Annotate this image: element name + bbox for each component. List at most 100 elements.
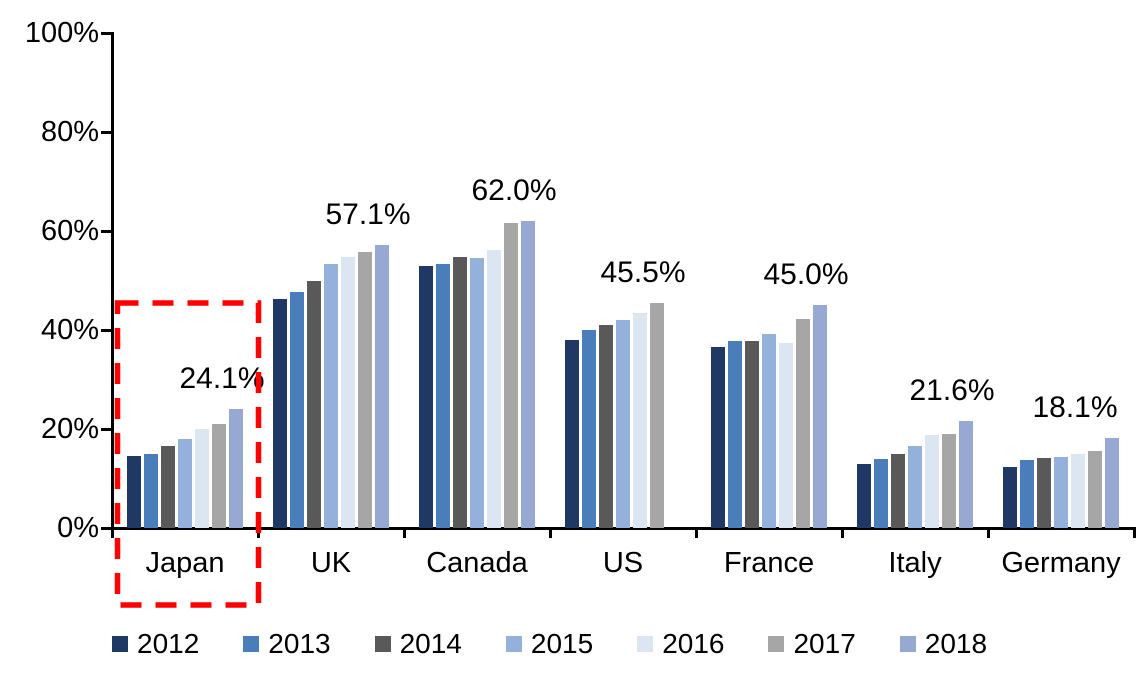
bar-italy-2016 [925, 434, 939, 528]
y-axis-tick-label: 60% [40, 215, 99, 247]
bar-us-2014 [599, 325, 613, 528]
bar-italy-2013 [874, 458, 888, 528]
bar-italy-2017 [942, 433, 956, 528]
legend-swatch-2018 [899, 636, 916, 652]
bar-canada-2012 [419, 265, 433, 528]
bar-uk-2016 [341, 257, 355, 528]
y-axis-tick-label: 20% [40, 413, 99, 445]
bar-uk-2015 [324, 264, 338, 528]
x-axis-tick [840, 528, 844, 538]
bar-italy-2014 [891, 453, 905, 528]
bar-canada-2014 [453, 256, 467, 528]
legend-item-2018: 2018 [899, 628, 988, 659]
legend-swatch-2016 [637, 636, 654, 652]
category-label-uk: UK [310, 547, 352, 579]
data-label-canada: 62.0% [471, 174, 557, 208]
x-axis-tick [986, 528, 990, 538]
y-axis-tick-label: 100% [24, 17, 99, 49]
bar-france-2014 [745, 341, 759, 528]
category-label-canada: Canada [426, 547, 528, 579]
bar-italy-2018 [959, 421, 973, 528]
legend-item-2012: 2012 [112, 629, 199, 659]
x-axis-tick [694, 528, 698, 538]
bar-france-2018 [813, 305, 827, 528]
legend-swatch-2012 [112, 636, 128, 652]
bar-canada-2015 [470, 258, 484, 528]
bar-uk-2012 [273, 299, 287, 528]
category-label-us: US [602, 547, 644, 579]
data-label-italy: 21.6% [909, 374, 995, 408]
bar-uk-2017 [358, 251, 372, 528]
bar-germany-2015 [1054, 456, 1068, 528]
bar-germany-2016 [1071, 453, 1085, 528]
legend-label-2018: 2018 [924, 628, 988, 659]
bar-germany-2012 [1003, 467, 1017, 528]
legend-item-2013: 2013 [243, 628, 331, 659]
y-axis-line [110, 31, 114, 530]
bar-france-2017 [796, 318, 810, 528]
legend-item-2017: 2017 [768, 629, 856, 659]
legend-label-2014: 2014 [399, 628, 462, 659]
bar-uk-2018 [375, 245, 389, 528]
bar-us-2012 [565, 339, 579, 528]
legend-swatch-2014 [374, 636, 391, 652]
bar-us-2013 [582, 330, 596, 528]
data-label-japan: 24.1% [179, 361, 265, 395]
bar-canada-2013 [436, 264, 450, 528]
bar-japan-2018 [229, 408, 243, 528]
category-label-france: France [723, 547, 815, 579]
bar-us-2015 [616, 320, 630, 528]
x-axis-tick [256, 528, 260, 538]
bar-germany-2014 [1037, 458, 1051, 528]
x-axis-tick [402, 528, 406, 538]
y-axis-tick [101, 31, 112, 35]
bar-germany-2018 [1105, 438, 1119, 528]
data-label-uk: 57.1% [325, 198, 411, 232]
y-axis-tick [101, 427, 112, 431]
bar-japan-2017 [212, 424, 226, 528]
x-axis-line [110, 526, 1136, 530]
legend-swatch-2017 [768, 636, 785, 652]
bar-japan-2014 [161, 446, 175, 528]
y-axis-tick-label: 80% [40, 116, 99, 148]
bar-canada-2016 [487, 249, 501, 528]
legend-label-2015: 2015 [530, 628, 594, 659]
x-axis-tick [548, 528, 552, 538]
bar-canada-2018 [521, 221, 535, 528]
legend-item-2016: 2016 [637, 629, 724, 659]
bar-uk-2014 [307, 280, 321, 528]
bar-france-2012 [711, 347, 725, 528]
y-axis-tick [101, 229, 112, 233]
bar-italy-2015 [908, 445, 922, 528]
bar-germany-2017 [1088, 450, 1102, 528]
bar-canada-2017 [504, 223, 518, 528]
bar-italy-2012 [857, 463, 871, 528]
legend-label-2012: 2012 [137, 628, 200, 659]
bar-us-2017 [650, 302, 664, 528]
bar-japan-2012 [127, 456, 141, 528]
x-axis-tick [1132, 528, 1136, 538]
bar-japan-2013 [144, 453, 158, 528]
bar-france-2013 [728, 340, 742, 528]
bar-germany-2013 [1020, 460, 1034, 528]
legend-swatch-2013 [243, 636, 260, 652]
bar-uk-2013 [290, 291, 304, 528]
legend-swatch-2015 [505, 636, 522, 652]
bar-us-2016 [633, 313, 647, 528]
bar-japan-2015 [178, 438, 192, 528]
y-axis-tick-label: 0% [57, 512, 99, 544]
legend-item-2015: 2015 [505, 628, 594, 659]
category-label-germany: Germany [1001, 547, 1121, 579]
bar-france-2015 [762, 333, 776, 528]
y-axis-tick [101, 526, 112, 530]
legend-label-2016: 2016 [662, 628, 725, 659]
bar-france-2016 [779, 343, 793, 528]
legend: 2012 2013 2014 2015 2016 2017 2018 [112, 629, 987, 659]
data-label-germany: 18.1% [1032, 391, 1118, 425]
category-label-japan: Japan [145, 547, 225, 579]
legend-label-2013: 2013 [268, 628, 331, 659]
category-label-italy: Italy [888, 547, 942, 579]
y-axis-tick-label: 40% [40, 314, 99, 346]
legend-item-2014: 2014 [374, 628, 462, 659]
